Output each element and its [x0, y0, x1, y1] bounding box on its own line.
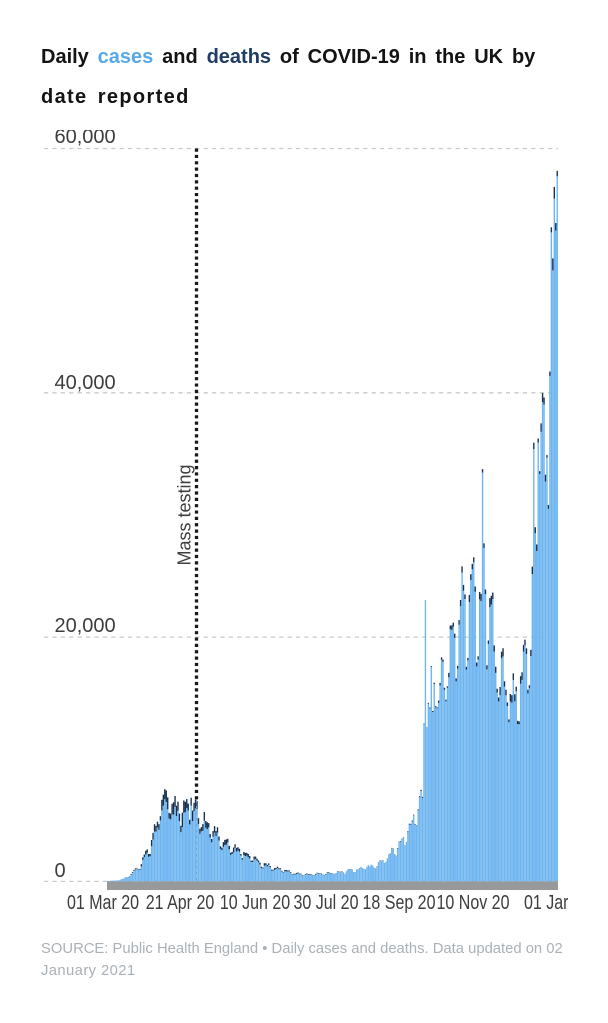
svg-text:10 Nov 20: 10 Nov 20 — [437, 891, 510, 913]
svg-text:21 Apr 20: 21 Apr 20 — [146, 891, 214, 913]
svg-text:20,000: 20,000 — [55, 615, 116, 637]
svg-text:10 Jun 20: 10 Jun 20 — [220, 891, 290, 913]
svg-text:Mass testing: Mass testing — [175, 464, 195, 565]
svg-text:18 Sep 20: 18 Sep 20 — [363, 891, 436, 913]
svg-text:30 Jul 20: 30 Jul 20 — [294, 891, 359, 913]
svg-text:40,000: 40,000 — [55, 372, 116, 394]
svg-text:01 Mar 20: 01 Mar 20 — [67, 891, 139, 913]
svg-text:60,000: 60,000 — [55, 130, 116, 148]
svg-text:0: 0 — [55, 860, 66, 882]
svg-text:01 Jar: 01 Jar — [524, 891, 568, 913]
